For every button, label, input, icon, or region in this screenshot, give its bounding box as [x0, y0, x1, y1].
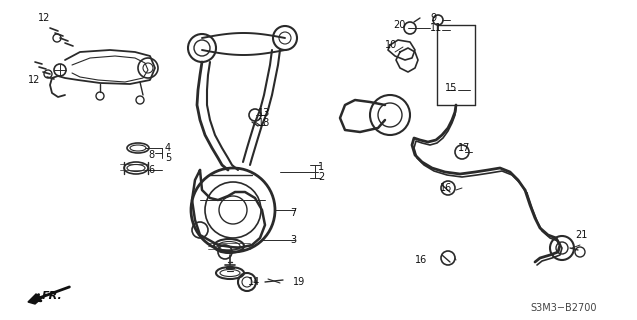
Text: 16: 16 — [440, 183, 452, 193]
Text: 12: 12 — [38, 13, 50, 23]
Text: FR.: FR. — [42, 291, 63, 301]
Text: 14: 14 — [248, 277, 261, 287]
Text: 4: 4 — [165, 143, 171, 153]
Text: 13: 13 — [258, 108, 270, 118]
Text: 3: 3 — [290, 235, 296, 245]
Text: 19: 19 — [293, 277, 305, 287]
Text: 16: 16 — [415, 255, 427, 265]
Text: 1: 1 — [318, 162, 324, 172]
Text: 5: 5 — [165, 153, 171, 163]
Text: 17: 17 — [458, 143, 470, 153]
Text: 6: 6 — [148, 165, 154, 175]
Text: 12: 12 — [28, 75, 40, 85]
Text: 18: 18 — [258, 118, 270, 128]
Text: 7: 7 — [290, 208, 296, 218]
Text: 8: 8 — [148, 150, 154, 160]
Text: 15: 15 — [445, 83, 457, 93]
Polygon shape — [28, 294, 42, 304]
Text: 20: 20 — [393, 20, 405, 30]
Text: 10: 10 — [385, 40, 397, 50]
Text: 11: 11 — [430, 23, 442, 33]
Text: 21: 21 — [575, 230, 587, 240]
Text: 9: 9 — [430, 13, 436, 23]
Text: 2: 2 — [318, 172, 324, 182]
Text: S3M3−B2700: S3M3−B2700 — [530, 303, 596, 313]
